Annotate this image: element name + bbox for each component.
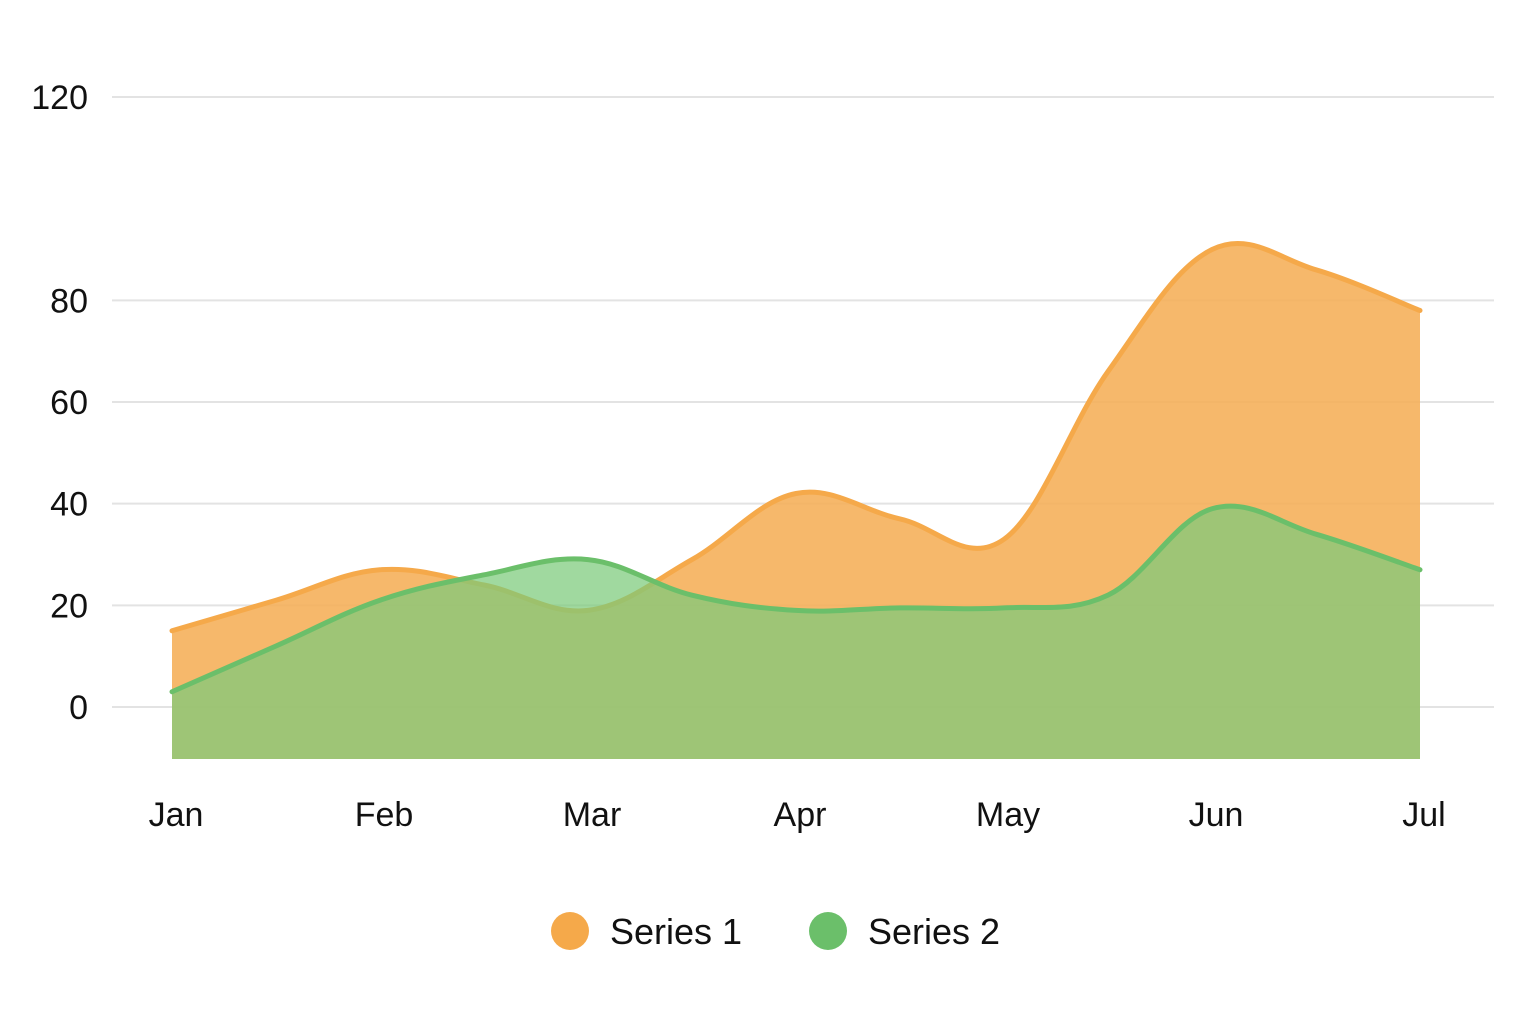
series-2-area bbox=[172, 506, 1420, 759]
x-tick-label: Feb bbox=[355, 796, 414, 834]
x-tick-label: Jun bbox=[1189, 796, 1244, 834]
legend-swatch bbox=[809, 912, 847, 950]
y-axis-ticks: 0 20 40 60 80 120 bbox=[31, 79, 88, 727]
y-tick-label: 40 bbox=[50, 486, 88, 524]
x-tick-label: Apr bbox=[774, 796, 827, 834]
series-areas bbox=[169, 241, 1423, 759]
legend-item[interactable]: Series 2 bbox=[809, 911, 1000, 952]
y-tick-label: 0 bbox=[69, 689, 88, 727]
x-tick-label: Jan bbox=[149, 796, 204, 834]
x-tick-label: Mar bbox=[563, 796, 622, 834]
series-2-line bbox=[169, 503, 1423, 695]
series-2-group bbox=[169, 503, 1423, 759]
y-tick-label: 20 bbox=[50, 587, 88, 625]
legend-label: Series 2 bbox=[868, 911, 1000, 952]
legend: Series 1 Series 2 bbox=[551, 911, 1000, 952]
x-tick-label: May bbox=[976, 796, 1040, 834]
y-tick-label: 120 bbox=[31, 79, 88, 117]
legend-swatch bbox=[551, 912, 589, 950]
x-tick-label: Jul bbox=[1402, 796, 1445, 834]
legend-label: Series 1 bbox=[610, 911, 742, 952]
series-1-line bbox=[169, 241, 1423, 634]
x-axis-ticks: Jan Feb Mar Apr May Jun Jul bbox=[149, 796, 1446, 834]
y-tick-label: 80 bbox=[50, 282, 88, 320]
legend-item[interactable]: Series 1 bbox=[551, 911, 742, 952]
y-tick-label: 60 bbox=[50, 384, 88, 422]
